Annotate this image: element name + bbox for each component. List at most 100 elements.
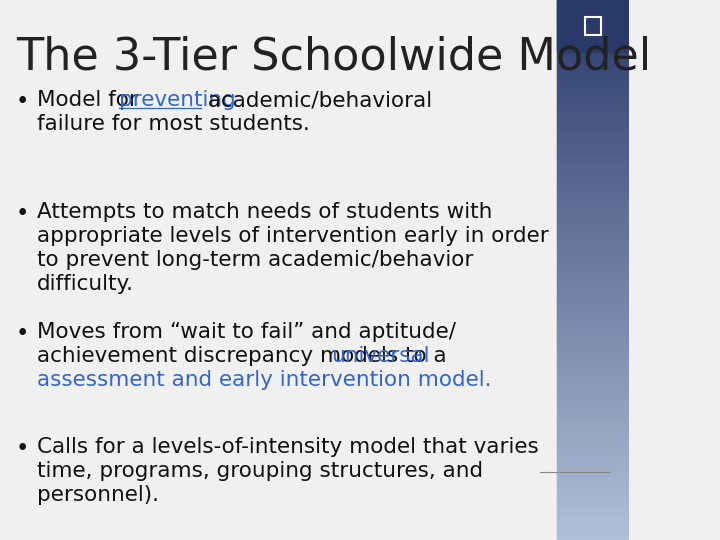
- Bar: [557, 15, 629, 19]
- Bar: [557, 509, 629, 513]
- Bar: [557, 442, 629, 446]
- Bar: [557, 177, 629, 181]
- Bar: [557, 282, 629, 286]
- Bar: [557, 12, 629, 16]
- Bar: [557, 266, 629, 270]
- Bar: [557, 220, 629, 224]
- Bar: [557, 39, 629, 43]
- Bar: [557, 336, 629, 340]
- Bar: [557, 358, 629, 362]
- Bar: [557, 129, 629, 132]
- Bar: [557, 23, 629, 27]
- Bar: [557, 280, 629, 284]
- Bar: [557, 45, 629, 49]
- Bar: [557, 274, 629, 278]
- Bar: [557, 77, 629, 81]
- Bar: [557, 156, 629, 159]
- Bar: [557, 110, 629, 113]
- Bar: [557, 228, 629, 232]
- Bar: [557, 118, 629, 122]
- Bar: [557, 426, 629, 429]
- Bar: [557, 207, 629, 211]
- Bar: [557, 180, 629, 184]
- Bar: [557, 99, 629, 103]
- Bar: [557, 272, 629, 275]
- Bar: [557, 29, 629, 32]
- Bar: [557, 285, 629, 289]
- Bar: [557, 31, 629, 35]
- Text: •: •: [16, 322, 29, 345]
- Bar: [557, 0, 629, 52]
- Text: •: •: [16, 90, 29, 113]
- Bar: [557, 534, 629, 537]
- Bar: [557, 172, 629, 176]
- Bar: [557, 409, 629, 413]
- Bar: [557, 450, 629, 454]
- Bar: [557, 291, 629, 294]
- Bar: [557, 245, 629, 248]
- Bar: [557, 64, 629, 68]
- Bar: [557, 436, 629, 440]
- Bar: [557, 293, 629, 297]
- Bar: [557, 482, 629, 486]
- Bar: [557, 161, 629, 165]
- Bar: [557, 520, 629, 524]
- Bar: [557, 334, 629, 338]
- Bar: [557, 147, 629, 151]
- Bar: [557, 191, 629, 194]
- Bar: [557, 115, 629, 119]
- Bar: [557, 396, 629, 400]
- Bar: [557, 91, 629, 94]
- Bar: [557, 253, 629, 256]
- Bar: [557, 512, 629, 516]
- Bar: [557, 34, 629, 38]
- Bar: [557, 210, 629, 213]
- Text: failure for most students.: failure for most students.: [37, 114, 310, 134]
- Bar: [557, 447, 629, 451]
- Bar: [557, 485, 629, 489]
- Bar: [557, 507, 629, 510]
- Bar: [557, 223, 629, 227]
- Bar: [557, 382, 629, 386]
- Bar: [557, 53, 629, 57]
- Bar: [557, 61, 629, 65]
- Bar: [557, 201, 629, 205]
- Bar: [557, 374, 629, 378]
- Bar: [557, 4, 629, 8]
- Bar: [557, 407, 629, 410]
- Bar: [557, 255, 629, 259]
- Bar: [557, 515, 629, 518]
- Bar: [557, 250, 629, 254]
- Bar: [557, 315, 629, 319]
- Bar: [557, 258, 629, 262]
- Bar: [557, 247, 629, 251]
- Bar: [557, 458, 629, 462]
- Bar: [557, 66, 629, 70]
- Bar: [557, 453, 629, 456]
- Text: Moves from “wait to fail” and aptitude/: Moves from “wait to fail” and aptitude/: [37, 322, 456, 342]
- Bar: [557, 323, 629, 327]
- Text: achievement discrepancy models to a: achievement discrepancy models to a: [37, 346, 453, 366]
- Bar: [557, 123, 629, 127]
- Bar: [557, 193, 629, 197]
- Bar: [557, 415, 629, 419]
- Bar: [557, 490, 629, 494]
- Bar: [557, 296, 629, 300]
- Text: universal: universal: [332, 346, 430, 366]
- Bar: [557, 21, 629, 24]
- Bar: [557, 471, 629, 475]
- Text: assessment and early intervention model.: assessment and early intervention model.: [37, 370, 491, 390]
- Bar: [557, 377, 629, 381]
- Text: Model for: Model for: [37, 90, 145, 110]
- Text: •: •: [16, 202, 29, 225]
- Bar: [557, 309, 629, 313]
- Bar: [557, 234, 629, 238]
- Bar: [557, 399, 629, 402]
- Bar: [557, 477, 629, 481]
- Bar: [557, 466, 629, 470]
- Bar: [557, 339, 629, 343]
- Text: personnel).: personnel).: [37, 485, 158, 505]
- Bar: [557, 188, 629, 192]
- Bar: [557, 312, 629, 316]
- Bar: [557, 318, 629, 321]
